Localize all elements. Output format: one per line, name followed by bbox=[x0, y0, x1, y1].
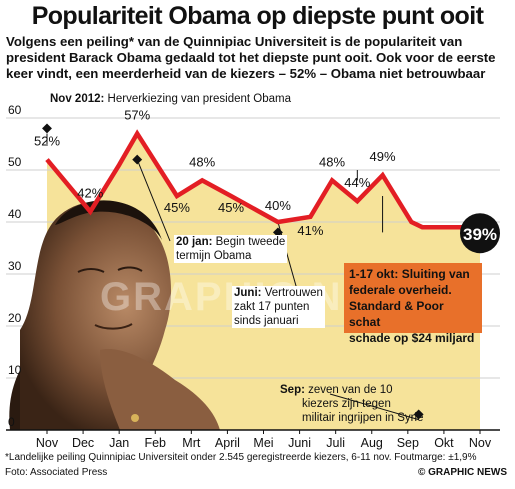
x-tick-label: Mrt bbox=[182, 436, 201, 450]
endpoint-marker bbox=[460, 213, 500, 254]
annotation-leader bbox=[136, 159, 171, 242]
y-tick-label: 30 bbox=[8, 259, 22, 273]
y-tick-label: 40 bbox=[8, 207, 22, 221]
data-label: 44% bbox=[344, 175, 370, 190]
data-label: 45% bbox=[218, 200, 244, 215]
annotation-marker bbox=[413, 409, 424, 420]
x-tick-label: Jan bbox=[109, 436, 129, 450]
chart-subtitle: Volgens een peiling* van de Quinnipiac U… bbox=[6, 34, 496, 81]
annotation-okt-box: 1-17 okt: Sluiting van federale overheid… bbox=[344, 263, 482, 345]
y-tick-label: 50 bbox=[8, 155, 22, 169]
annotation-juni: Juni: Vertrouwen zakt 17 punten sinds ja… bbox=[232, 286, 325, 328]
annotation-leader bbox=[329, 393, 419, 421]
annotation-nov2012: Nov 2012: Herverkiezing van president Ob… bbox=[50, 93, 291, 105]
copyright: © GRAPHIC NEWS bbox=[417, 467, 507, 478]
x-tick-label: Aug bbox=[361, 436, 383, 450]
data-label: 42% bbox=[77, 186, 103, 201]
data-label: 49% bbox=[370, 149, 396, 164]
data-label: 40% bbox=[265, 198, 291, 213]
data-label: 39% bbox=[463, 225, 497, 244]
annotation-20jan: 20 jan: Begin tweede termijn Obama bbox=[174, 235, 288, 263]
x-tick-label: Juli bbox=[326, 436, 345, 450]
y-tick-label: 60 bbox=[8, 103, 22, 117]
footnote: *Landelijke peiling Quinnipiac Universit… bbox=[5, 452, 477, 463]
annotation-marker bbox=[272, 227, 283, 238]
x-tick-label: Dec bbox=[72, 436, 94, 450]
data-label: 48% bbox=[319, 154, 345, 169]
x-tick-label: Sep bbox=[397, 436, 419, 450]
x-tick-label: Mei bbox=[253, 436, 273, 450]
annotation-marker bbox=[42, 123, 52, 134]
page-title: Populariteit Obama op diepste punt ooit bbox=[31, 2, 484, 30]
y-tick-label: 20 bbox=[8, 311, 22, 325]
x-tick-label: Okt bbox=[434, 436, 454, 450]
data-label: 48% bbox=[189, 154, 215, 169]
data-label: 41% bbox=[297, 223, 323, 238]
data-label: 45% bbox=[164, 200, 190, 215]
annotation-sep: Sep: zeven van de 10 kiezers zijn tegen … bbox=[280, 384, 424, 424]
y-tick-label: 10 bbox=[8, 363, 22, 377]
x-tick-label: April bbox=[215, 436, 240, 450]
x-tick-label: Nov bbox=[469, 436, 492, 450]
photo-credit: Foto: Associated Press bbox=[5, 467, 108, 478]
annotation-marker bbox=[132, 154, 143, 165]
data-label: 52% bbox=[34, 134, 60, 149]
x-tick-label: Juni bbox=[288, 436, 311, 450]
x-tick-label: Feb bbox=[144, 436, 166, 450]
obama-photo bbox=[9, 200, 220, 430]
data-label: 57% bbox=[124, 108, 150, 123]
series-line bbox=[45, 129, 480, 230]
y-tick-label: 0 bbox=[8, 415, 15, 429]
x-tick-label: Nov bbox=[36, 436, 59, 450]
